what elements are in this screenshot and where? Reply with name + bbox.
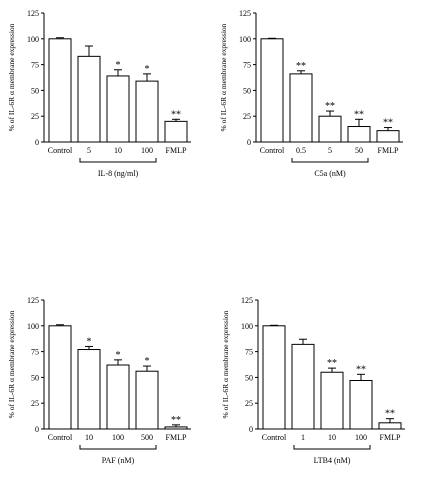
y-axis-label: % of IL-6R α membrane expression (7, 310, 16, 418)
y-tick-label: 0 (35, 425, 39, 434)
chart-panel-3: 0 25 50 75 100 125 % of IL-6R α membrane expre… (7, 296, 191, 465)
significance-label: ** (383, 118, 393, 129)
category-label: 50 (355, 146, 363, 155)
significance-label: ** (327, 358, 337, 369)
y-tick-label: 50 (31, 86, 39, 95)
y-tick-label: 25 (31, 399, 39, 408)
y-tick-label: 75 (245, 348, 253, 357)
bar (77, 349, 101, 430)
group-bracket (79, 158, 157, 163)
chart-panel-2: 0 25 50 75 100 125 % of IL-6R α membrane expre… (219, 9, 403, 178)
category-label: 100 (355, 433, 367, 442)
y-tick-label: 75 (31, 348, 39, 357)
category-label: 5 (87, 146, 91, 155)
chart-panel-1: 0 25 50 75 100 125 % of IL-6R α membrane expre… (7, 9, 191, 178)
y-tick-label: 125 (27, 296, 39, 305)
y-tick-label: 100 (241, 322, 253, 331)
significance-label: ** (296, 61, 306, 72)
category-label: FMLP (380, 433, 401, 442)
y-tick-label: 125 (27, 9, 39, 18)
group-label: C5a (nM) (314, 169, 346, 178)
significance-label: * (145, 356, 150, 367)
category-label: Control (48, 433, 73, 442)
significance-label: ** (325, 101, 335, 112)
y-tick-label: 0 (249, 425, 253, 434)
bar (318, 115, 342, 143)
category-label: 100 (112, 433, 124, 442)
y-tick-label: 25 (243, 112, 251, 121)
bar (347, 126, 371, 143)
significance-label: * (116, 60, 121, 71)
category-label: 10 (328, 433, 336, 442)
significance-label: ** (356, 364, 366, 375)
group-label: PAF (nM) (102, 456, 135, 465)
y-tick-label: 0 (247, 138, 251, 147)
significance-label: ** (354, 109, 364, 120)
group-bracket (293, 445, 371, 450)
y-tick-label: 75 (31, 61, 39, 70)
bar (260, 38, 284, 143)
category-label: FMLP (166, 433, 187, 442)
y-axis-label: % of IL-6R α membrane expression (7, 23, 16, 131)
bar (106, 364, 130, 430)
group-bracket (79, 445, 157, 450)
significance-label: ** (171, 109, 181, 120)
bar (164, 120, 188, 143)
y-tick-label: 125 (241, 296, 253, 305)
bar (376, 130, 400, 143)
y-tick-label: 25 (31, 112, 39, 121)
category-label: FMLP (378, 146, 399, 155)
bar (77, 55, 101, 143)
bar (320, 371, 344, 430)
y-tick-label: 75 (243, 61, 251, 70)
category-label: Control (260, 146, 285, 155)
bar (48, 38, 72, 143)
y-tick-label: 125 (239, 9, 251, 18)
bar (106, 75, 130, 143)
significance-label: * (87, 336, 92, 347)
bar (135, 370, 159, 430)
y-tick-label: 50 (31, 373, 39, 382)
category-label: 0.5 (296, 146, 306, 155)
group-label: IL-8 (ng/ml) (98, 169, 139, 178)
bar (349, 379, 373, 430)
category-label: 100 (141, 146, 153, 155)
category-label: Control (48, 146, 73, 155)
y-tick-label: 100 (27, 35, 39, 44)
category-label: 5 (328, 146, 332, 155)
y-tick-label: 50 (245, 373, 253, 382)
y-axis-label: % of IL-6R α membrane expression (221, 310, 230, 418)
bar (135, 80, 159, 143)
bar (289, 73, 313, 143)
category-label: 10 (114, 146, 122, 155)
chart-panel-4: 0 25 50 75 100 125 % of IL-6R α membrane expre… (221, 296, 405, 465)
group-label: LTB4 (nM) (314, 456, 351, 465)
category-label: Control (262, 433, 287, 442)
significance-label: * (116, 350, 121, 361)
y-tick-label: 25 (245, 399, 253, 408)
y-tick-label: 0 (35, 138, 39, 147)
bar (48, 325, 72, 430)
category-label: FMLP (166, 146, 187, 155)
category-label: 1 (301, 433, 305, 442)
bar (378, 422, 402, 430)
bar (291, 343, 315, 430)
category-label: 500 (141, 433, 153, 442)
category-label: 10 (85, 433, 93, 442)
y-tick-label: 50 (243, 86, 251, 95)
significance-label: ** (171, 415, 181, 426)
y-axis-label: % of IL-6R α membrane expression (219, 23, 228, 131)
y-tick-label: 100 (239, 35, 251, 44)
group-bracket (291, 158, 369, 163)
significance-label: ** (385, 409, 395, 420)
bar (262, 325, 286, 430)
bar (164, 426, 188, 430)
y-tick-label: 100 (27, 322, 39, 331)
significance-label: * (145, 64, 150, 75)
